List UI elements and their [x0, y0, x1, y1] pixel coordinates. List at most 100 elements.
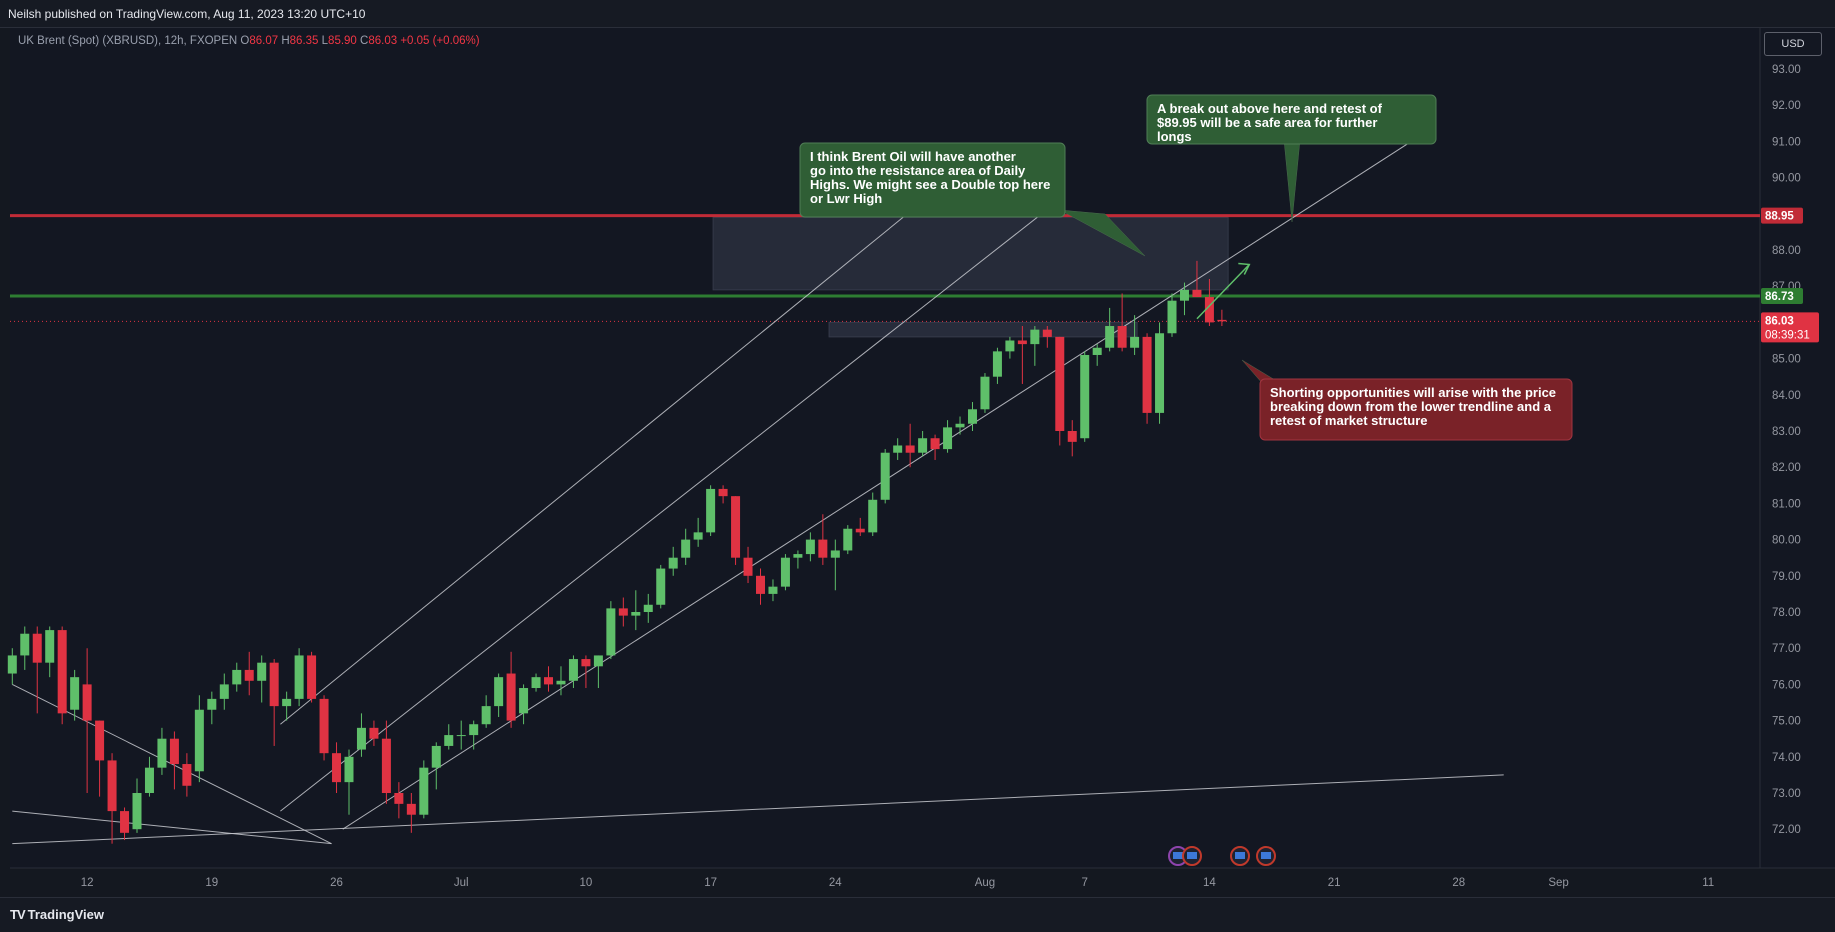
annotation-short-box[interactable]	[1259, 378, 1573, 441]
candle-body[interactable]	[1005, 340, 1015, 352]
candle-body[interactable]	[1217, 319, 1227, 322]
candle-body[interactable]	[693, 532, 703, 540]
candle-body[interactable]	[531, 677, 541, 689]
candle-body[interactable]	[905, 445, 915, 453]
candle-body[interactable]	[132, 793, 142, 830]
candle-body[interactable]	[756, 575, 765, 594]
candle-body[interactable]	[219, 684, 229, 699]
candle-body[interactable]	[967, 409, 977, 424]
candle-body[interactable]	[1155, 333, 1165, 413]
candle-body[interactable]	[45, 630, 55, 663]
candle-body[interactable]	[1204, 297, 1214, 323]
candle-body[interactable]	[643, 604, 653, 612]
candle-body[interactable]	[82, 684, 92, 721]
candle-body[interactable]	[918, 438, 928, 453]
trend-line[interactable]	[12, 774, 1504, 845]
last-price-tag[interactable]	[1761, 312, 1819, 343]
candle-body[interactable]	[406, 803, 416, 815]
candle-body[interactable]	[481, 706, 491, 725]
candle-body[interactable]	[780, 557, 790, 587]
candle-body[interactable]	[332, 753, 342, 783]
candle-body[interactable]	[169, 738, 179, 765]
structure-zone[interactable]	[828, 321, 1138, 338]
candle-body[interactable]	[494, 677, 504, 707]
candle-body[interactable]	[506, 673, 516, 721]
candle-body[interactable]	[232, 669, 242, 685]
candle-body[interactable]	[294, 655, 304, 699]
candle-body[interactable]	[431, 745, 441, 768]
candle-body[interactable]	[980, 376, 990, 410]
candle-body[interactable]	[1030, 329, 1040, 345]
candle-body[interactable]	[606, 608, 616, 656]
candle-body[interactable]	[593, 655, 603, 667]
candle-body[interactable]	[356, 727, 366, 750]
price-axis-panel[interactable]	[1760, 28, 1835, 868]
candle-body[interactable]	[307, 655, 317, 699]
candle-body[interactable]	[1042, 329, 1052, 337]
candle-body[interactable]	[194, 709, 204, 772]
candle-body[interactable]	[95, 720, 105, 761]
candle-body[interactable]	[743, 557, 753, 576]
candle-body[interactable]	[282, 698, 292, 707]
tradingview-logo[interactable]: TV TradingView	[10, 907, 104, 922]
candle-body[interactable]	[1167, 300, 1177, 334]
candle-body[interactable]	[519, 688, 529, 714]
candle-body[interactable]	[581, 659, 591, 667]
candle-body[interactable]	[107, 760, 117, 812]
candle-body[interactable]	[556, 680, 566, 685]
currency-button[interactable]: USD	[1764, 32, 1822, 56]
candle-body[interactable]	[631, 612, 641, 616]
resistance-price-tag[interactable]	[1761, 207, 1803, 224]
support-price-tag[interactable]	[1761, 287, 1803, 304]
candle-body[interactable]	[681, 539, 691, 558]
candle-body[interactable]	[207, 698, 217, 710]
candle-body[interactable]	[144, 767, 154, 793]
resistance-zone[interactable]	[712, 216, 1229, 291]
trend-line[interactable]	[280, 195, 1066, 812]
annotation-breakout-box[interactable]	[1146, 94, 1437, 145]
candle-body[interactable]	[369, 727, 379, 739]
candle-body[interactable]	[70, 677, 80, 710]
candle-body[interactable]	[1142, 336, 1152, 413]
candle-body[interactable]	[157, 738, 167, 768]
candle-body[interactable]	[880, 452, 890, 500]
candle-body[interactable]	[394, 793, 404, 804]
candle-body[interactable]	[381, 738, 391, 793]
candle-body[interactable]	[893, 445, 903, 453]
candle-body[interactable]	[32, 633, 42, 663]
candle-body[interactable]	[1067, 431, 1077, 442]
candle-body[interactable]	[20, 633, 30, 656]
candle-body[interactable]	[768, 586, 778, 594]
candle-body[interactable]	[1017, 340, 1027, 345]
candle-body[interactable]	[618, 608, 628, 616]
trend-line[interactable]	[12, 810, 332, 845]
candle-body[interactable]	[818, 539, 828, 558]
candle-body[interactable]	[244, 669, 254, 681]
candle-body[interactable]	[469, 724, 479, 736]
candle-body[interactable]	[656, 568, 666, 605]
candle-body[interactable]	[805, 539, 815, 555]
candle-body[interactable]	[868, 499, 878, 533]
candle-body[interactable]	[830, 550, 840, 558]
candle-body[interactable]	[1179, 289, 1189, 301]
candle-body[interactable]	[992, 351, 1002, 377]
candle-body[interactable]	[793, 554, 803, 558]
candle-body[interactable]	[1092, 347, 1102, 355]
candle-body[interactable]	[1117, 326, 1127, 348]
candle-body[interactable]	[269, 662, 279, 707]
candle-body[interactable]	[182, 764, 192, 786]
candle-body[interactable]	[843, 528, 853, 551]
symbol-legend[interactable]: UK Brent (Spot) (XBRUSD), 12h, FXOPEN O8…	[18, 35, 480, 47]
candle-body[interactable]	[1192, 289, 1202, 298]
candle-body[interactable]	[1055, 336, 1065, 431]
candle-body[interactable]	[120, 811, 130, 833]
candle-body[interactable]	[544, 677, 554, 685]
bullish-arrow-shaft[interactable]	[1196, 263, 1250, 320]
candle-body[interactable]	[955, 423, 965, 428]
candle-body[interactable]	[668, 557, 678, 569]
candle-body[interactable]	[419, 767, 429, 815]
trend-line[interactable]	[280, 148, 988, 725]
candle-body[interactable]	[57, 630, 67, 714]
annotation-resistance-box[interactable]	[799, 142, 1066, 218]
